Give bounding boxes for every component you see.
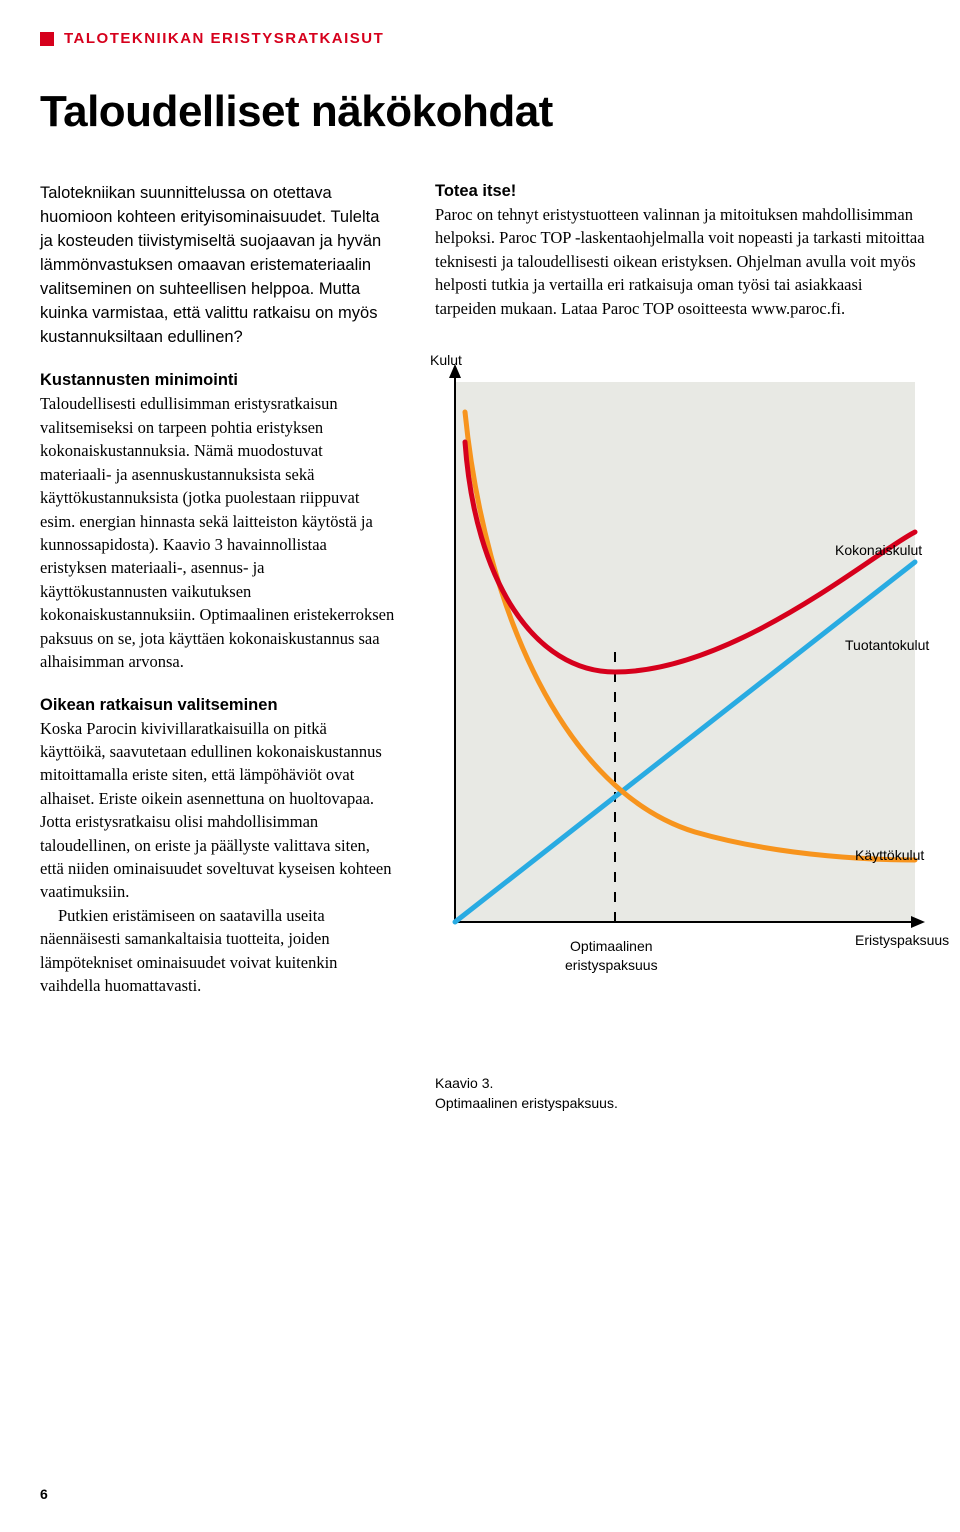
section2-heading: Oikean ratkaisun valitseminen xyxy=(40,696,395,715)
x-axis-label: Eristyspaksuus xyxy=(855,932,949,948)
intro-text: Talotekniikan suunnittelussa on otettava… xyxy=(40,182,395,349)
section1-heading: Kustannusten minimointi xyxy=(40,371,395,390)
total-cost-label: Kokonaiskulut xyxy=(835,542,922,558)
page-title: Taloudelliset näkökohdat xyxy=(40,87,920,137)
left-column: Talotekniikan suunnittelussa on otettava… xyxy=(40,182,395,1113)
page-number: 6 xyxy=(40,1486,48,1502)
chart-caption: Kaavio 3.Optimaalinen eristyspaksuus. xyxy=(435,999,925,1113)
right-heading: Totea itse! xyxy=(435,182,925,201)
chart-container: Kulut Kokonaiskulut Tuotantokulut Käyttö… xyxy=(435,342,925,1113)
content-grid: Talotekniikan suunnittelussa on otettava… xyxy=(40,182,920,1113)
production-cost-label: Tuotantokulut xyxy=(845,637,929,653)
header-bar: TALOTEKNIIKAN ERISTYSRATKAISUT xyxy=(40,30,920,47)
right-body: Paroc on tehnyt eristystuotteen valinnan… xyxy=(435,203,925,320)
right-column: Totea itse! Paroc on tehnyt eristystuott… xyxy=(435,182,925,1113)
y-axis-label: Kulut xyxy=(430,352,462,368)
optimal-label: Optimaalineneristyspaksuus xyxy=(565,937,658,975)
cost-chart xyxy=(435,342,925,982)
header-square-icon xyxy=(40,32,54,46)
section1-body: Taloudellisesti edullisimman eristysratk… xyxy=(40,392,395,673)
section2-body2: Putkien eristämiseen on saatavilla useit… xyxy=(40,904,395,998)
section2-body1: Koska Parocin kivivillaratkaisuilla on p… xyxy=(40,717,395,904)
header-category: TALOTEKNIIKAN ERISTYSRATKAISUT xyxy=(64,30,384,47)
usage-cost-label: Käyttökulut xyxy=(855,847,924,863)
